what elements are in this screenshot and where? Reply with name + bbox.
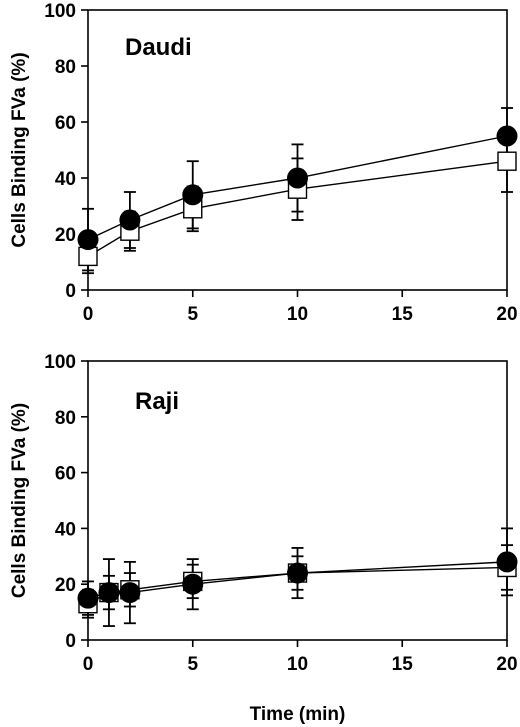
x-tick-label: 0 [83,654,94,675]
x-tick-label: 15 [392,654,414,675]
data-point-circle [182,573,204,595]
chart-panel-2: 0 20 40 60 80 100 0 5 10 15 20 Cells Binding FVa (%… [9,352,518,725]
x-tick-label: 20 [496,654,517,675]
y-axis-label: Cells Binding FVa (%) [9,52,30,247]
panel-title: Raji [135,388,179,415]
data-point-circle [77,587,99,609]
y-tick-label: 80 [55,57,76,78]
x-tick-label: 10 [287,654,308,675]
x-tick-label: 20 [496,304,517,325]
y-tick-label: 0 [65,631,76,652]
y-tick-label: 20 [55,575,76,596]
data-point-circle [287,562,308,584]
data-point-square [497,151,517,171]
data-point-circle [496,551,518,573]
y-axis-label: Cells Binding FVa (%) [9,403,30,598]
x-tick-label: 5 [187,304,198,325]
data-point-circle [119,209,141,231]
y-tick-label: 60 [55,113,76,134]
x-tick-label: 5 [187,654,198,675]
panel-title: Daudi [125,34,192,61]
y-tick-label: 60 [55,464,76,485]
x-tick-label: 10 [287,304,308,325]
x-tick-label: 0 [83,304,94,325]
y-tick-label: 100 [44,1,76,22]
y-tick-label: 100 [44,352,76,373]
y-tick-label: 20 [55,225,76,246]
data-point-circle [182,184,204,206]
data-point-circle [119,582,141,604]
data-point-circle [287,167,308,189]
y-tick-label: 40 [55,519,76,540]
x-tick-label: 15 [392,304,414,325]
chart-panel-1: 0 20 40 60 80 100 0 5 10 15 20 Cells Binding FVa (%… [9,1,518,325]
data-point-circle [77,229,99,251]
data-point-circle [496,125,518,147]
data-point-circle [98,582,120,604]
y-tick-label: 0 [65,281,76,302]
y-tick-label: 80 [55,408,76,429]
y-tick-label: 40 [55,169,76,190]
x-axis-label: Time (min) [250,704,346,725]
